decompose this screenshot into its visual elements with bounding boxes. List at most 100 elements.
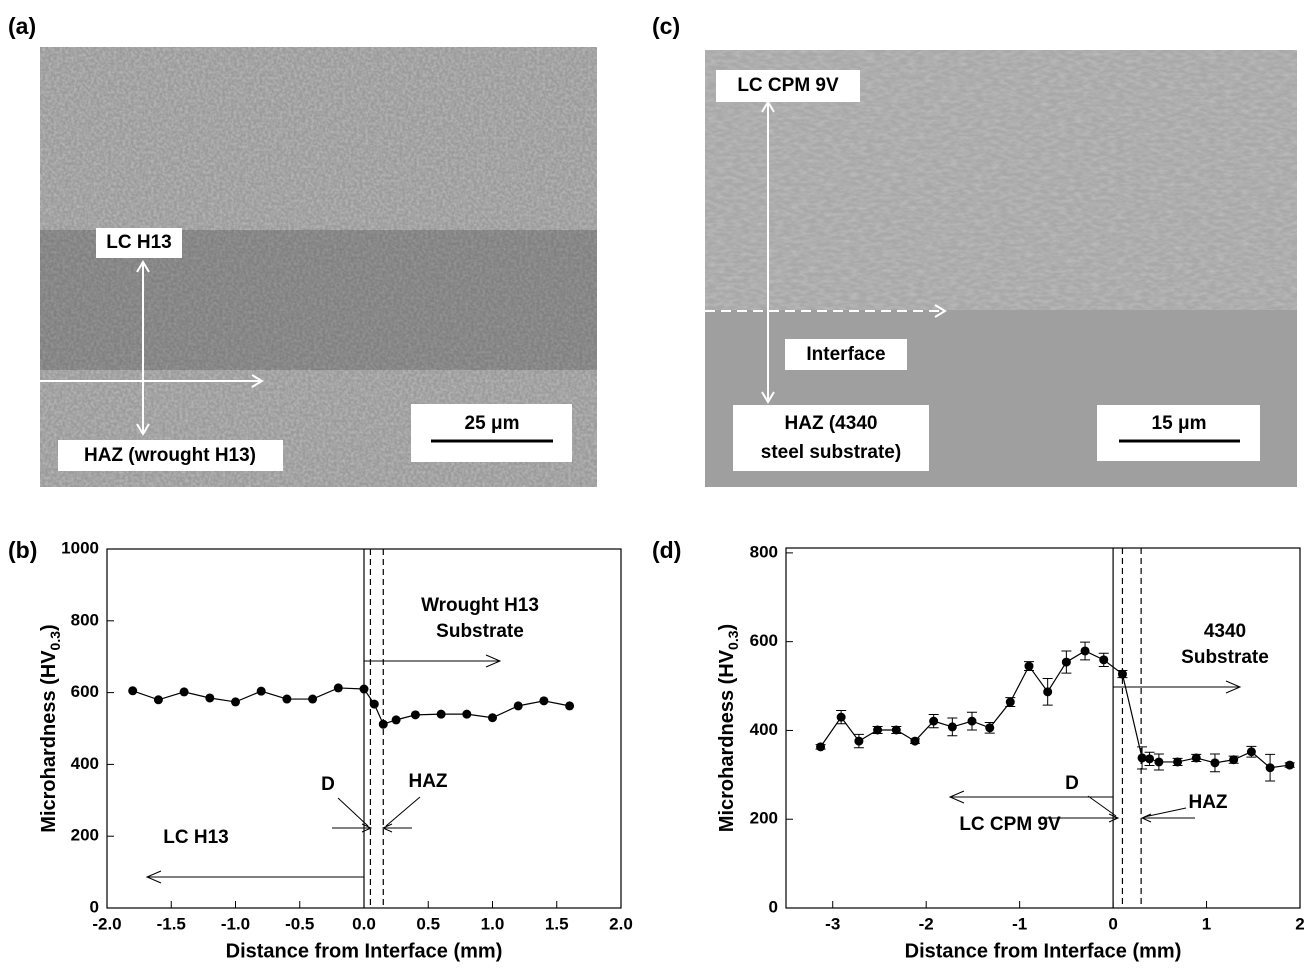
- data-point: [231, 697, 240, 707]
- scale-bar-label: 15 μm: [1152, 413, 1207, 434]
- y-axis-label-part: ): [38, 624, 60, 631]
- x-tick-label: 1.0: [481, 914, 505, 933]
- micrograph-label: LC H13: [106, 232, 171, 253]
- data-point: [1043, 687, 1053, 697]
- data-point: [891, 725, 901, 735]
- data-point: [153, 695, 163, 705]
- chart: (d) -3 -2 -1 0 1 2 0 200 400 600 800 Distance from I…: [652, 537, 1305, 962]
- y-tick-label: 600: [750, 631, 778, 650]
- data-point: [1061, 657, 1071, 667]
- y-tick-label: 400: [750, 720, 778, 739]
- x-tick-label: 0.0: [352, 914, 376, 933]
- panel-label: (b): [8, 537, 37, 563]
- micrograph-label: HAZ (wrought H13): [84, 445, 256, 466]
- data-point: [539, 696, 549, 706]
- data-point: [513, 701, 523, 711]
- data-point: [462, 709, 472, 719]
- data-point: [985, 723, 995, 733]
- data-point: [282, 694, 292, 704]
- data-point: [488, 713, 497, 723]
- annotation-arrow: [948, 790, 1113, 804]
- y-tick-label: 1000: [61, 538, 99, 557]
- data-point: [565, 701, 575, 711]
- x-tick-label: -1.0: [221, 914, 250, 933]
- panel-label: (c): [652, 13, 680, 39]
- panel-label: (d): [652, 537, 681, 563]
- data-point: [836, 712, 846, 722]
- data-point: [1210, 758, 1220, 768]
- annotation: HAZ: [1188, 792, 1227, 813]
- annotation: LC CPM 9V: [959, 814, 1061, 835]
- data-point: [816, 742, 826, 752]
- y-axis-label-sub: 0.3: [47, 631, 63, 651]
- x-tick-label: 2: [1295, 914, 1304, 933]
- y-tick-label: 200: [71, 826, 99, 845]
- data-point: [1099, 655, 1109, 665]
- y-tick-label: 600: [71, 682, 99, 701]
- annotation: Substrate: [1181, 647, 1269, 668]
- annotation: 4340: [1204, 621, 1246, 642]
- y-tick-label: 800: [71, 610, 99, 629]
- x-tick-label: -1.5: [157, 914, 186, 933]
- data-point: [391, 715, 401, 725]
- x-tick-label: -2: [919, 914, 934, 933]
- data-point: [1005, 697, 1015, 707]
- data-line: [820, 650, 1290, 769]
- plot-frame: [785, 547, 1301, 909]
- data-point: [333, 683, 343, 693]
- data-point: [369, 699, 379, 709]
- chart: (b) -2.0 -1.5 -1.0 -0.5 0.0 0.5 1.0 1.5 2.0 0 200 40…: [8, 537, 633, 962]
- annotation-arrow: [364, 654, 502, 668]
- micrograph-label: Interface: [806, 344, 885, 365]
- x-tick-label: 1: [1202, 914, 1211, 933]
- data-point: [205, 693, 215, 703]
- x-axis-label: Distance from Interface (mm): [226, 940, 503, 962]
- x-tick-label: -3: [825, 914, 840, 933]
- data-point: [1191, 753, 1201, 763]
- data-point: [378, 719, 388, 729]
- data-point: [947, 722, 957, 732]
- data-point: [256, 686, 266, 696]
- data-point: [873, 725, 883, 735]
- annotation: HAZ: [408, 771, 447, 792]
- micrograph-label: LC CPM 9V: [737, 75, 839, 96]
- data-point: [436, 709, 446, 719]
- data-point: [967, 716, 977, 726]
- micrograph-label: HAZ (4340: [785, 413, 878, 434]
- annotation: Substrate: [436, 621, 524, 642]
- x-tick-label: -2.0: [92, 914, 121, 933]
- data-point: [410, 710, 420, 720]
- x-tick-label: 0: [1108, 914, 1117, 933]
- x-tick-label: -1: [1012, 914, 1027, 933]
- scale-bar-label: 25 μm: [465, 413, 520, 434]
- data-point: [1117, 669, 1127, 679]
- data-line: [132, 687, 570, 725]
- data-point: [1173, 757, 1183, 767]
- annotation-arrow: [332, 796, 421, 833]
- y-axis-label: Microhardness (HV0.3): [38, 624, 62, 832]
- y-axis-label-part: ): [716, 624, 738, 631]
- y-axis-label-part: Microhardness (HV: [716, 649, 738, 832]
- data-point: [1024, 661, 1034, 671]
- annotation: D: [321, 774, 335, 795]
- annotation: Wrought H13: [421, 595, 539, 616]
- data-point: [128, 686, 138, 696]
- y-tick-label: 0: [90, 897, 99, 916]
- y-tick-label: 400: [71, 754, 99, 773]
- data-point: [179, 687, 189, 697]
- micrograph: [40, 47, 597, 487]
- panel-label: (a): [8, 13, 36, 39]
- data-point: [359, 684, 369, 694]
- y-axis-label: Microhardness (HV0.3): [716, 624, 740, 832]
- micrograph-label: steel substrate): [761, 442, 901, 463]
- micrograph: [705, 50, 1297, 487]
- annotation: D: [1065, 773, 1079, 794]
- data-point: [1229, 755, 1239, 765]
- y-tick-label: 0: [769, 897, 778, 916]
- data-point: [1137, 753, 1147, 763]
- annotation-arrow: [1113, 680, 1242, 694]
- x-tick-label: 2.0: [609, 914, 633, 933]
- data-point: [1265, 763, 1275, 773]
- data-point: [1285, 760, 1295, 770]
